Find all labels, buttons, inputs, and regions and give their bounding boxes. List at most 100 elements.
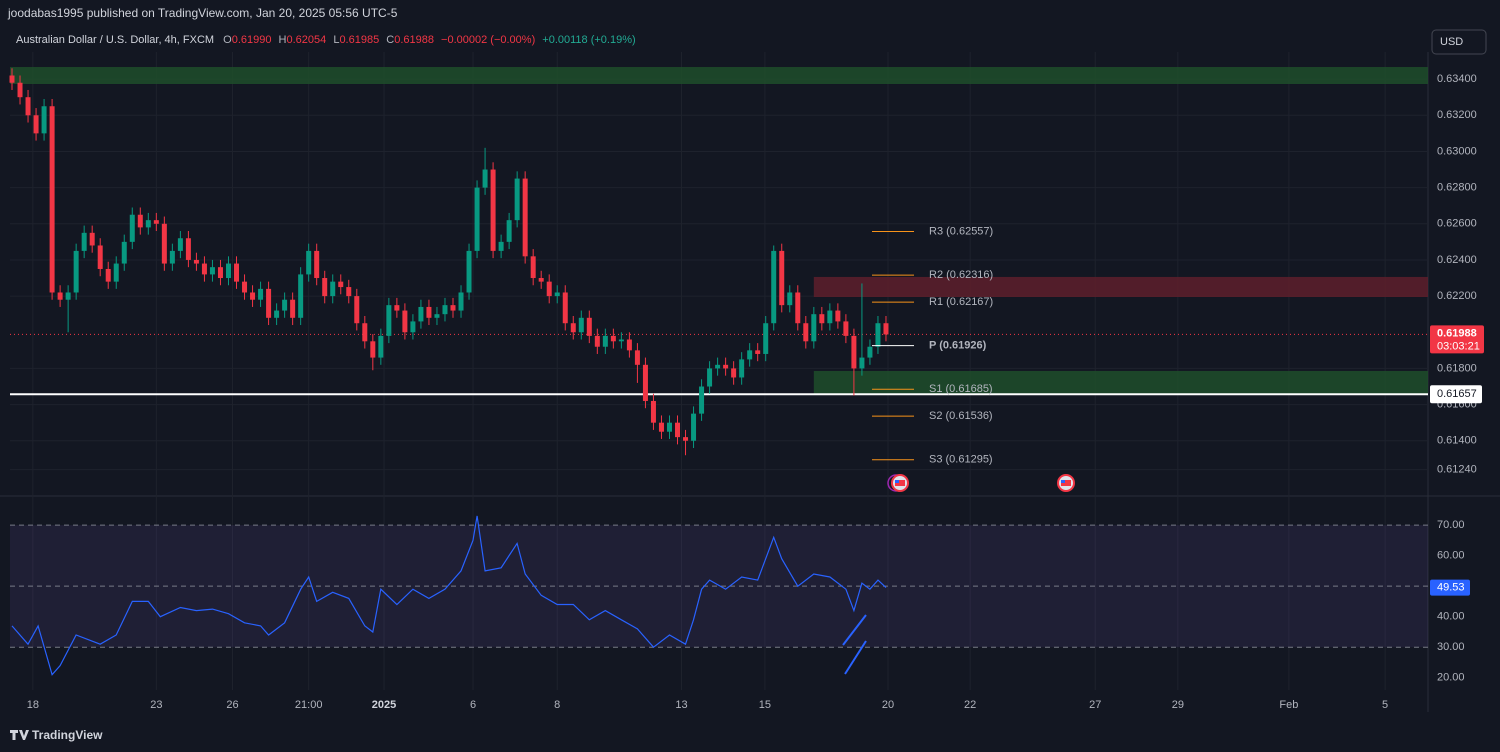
candle-body xyxy=(33,115,39,134)
candle-body xyxy=(522,178,528,257)
ohlc-value: 0.61985 xyxy=(339,34,379,46)
candle-body xyxy=(386,305,392,336)
x-tick-label: 22 xyxy=(964,699,976,711)
flag-canton xyxy=(1061,480,1065,483)
candle-body xyxy=(209,267,215,275)
candle-body xyxy=(683,437,689,441)
candle-body xyxy=(394,305,400,311)
rsi-band xyxy=(10,525,1428,648)
currency-box[interactable] xyxy=(1431,29,1487,55)
change-week: +0.00118 (+0.19%) xyxy=(542,34,635,46)
candle-body xyxy=(771,250,777,324)
candle-body xyxy=(618,339,624,342)
x-tick-label: 26 xyxy=(226,699,238,711)
candle-body xyxy=(65,292,71,300)
candle-body xyxy=(306,250,312,275)
published-line: joodabas1995 published on TradingView.co… xyxy=(7,6,398,20)
pivot-label: S3 (0.61295) xyxy=(929,454,993,466)
candle-body xyxy=(883,323,889,335)
y-tick-label: 0.62200 xyxy=(1437,290,1477,302)
candle-body xyxy=(434,314,440,318)
currency-label[interactable]: USD xyxy=(1440,36,1463,48)
pivot-label: R1 (0.62167) xyxy=(929,296,993,308)
candle-body xyxy=(258,288,264,300)
symbol: Australian Dollar / U.S. Dollar, 4h, FXC… xyxy=(16,34,214,46)
y-tick-label: 0.63000 xyxy=(1437,145,1477,157)
candle-body xyxy=(410,321,416,333)
candle-body xyxy=(217,267,223,279)
candle-body xyxy=(282,299,288,311)
candle-body xyxy=(57,292,63,300)
pivot-label: P (0.61926) xyxy=(929,340,987,352)
candle-body xyxy=(225,263,231,279)
x-tick-label: 21:00 xyxy=(295,699,323,711)
candle-body xyxy=(562,292,568,324)
candle-body xyxy=(17,82,23,98)
zone xyxy=(813,370,1428,396)
flag-canton xyxy=(895,480,899,483)
candle-body xyxy=(442,305,448,315)
candle-body xyxy=(546,281,552,297)
footer-logo[interactable]: TradingView xyxy=(10,728,103,742)
candle-body xyxy=(346,287,352,297)
candle-body xyxy=(145,220,151,228)
candle-body xyxy=(298,274,304,318)
rsi-value-label: 49.53 xyxy=(1437,582,1465,594)
candle-body xyxy=(707,368,713,387)
candle-body xyxy=(97,245,103,269)
candle-body xyxy=(666,422,672,432)
candle-body xyxy=(843,321,849,336)
pivot-label: R2 (0.62316) xyxy=(929,269,993,281)
candle-body xyxy=(274,310,280,318)
y-tick-label: 70.00 xyxy=(1437,519,1465,531)
candle-body xyxy=(594,335,600,347)
candle-body xyxy=(290,299,296,318)
y-tick-label: 0.61800 xyxy=(1437,362,1477,374)
rsi-line xyxy=(11,515,887,676)
candle-body xyxy=(731,368,737,378)
y-tick-label: 0.62600 xyxy=(1437,218,1477,230)
candle-body xyxy=(426,306,432,318)
brand[interactable]: TradingView xyxy=(32,728,103,742)
candle-body xyxy=(73,250,79,293)
candle-body xyxy=(234,263,240,282)
ohlc-key: L xyxy=(333,34,339,46)
y-tick-label: 40.00 xyxy=(1437,611,1465,623)
candle-body xyxy=(795,292,801,324)
candle-body xyxy=(354,296,360,324)
candle-body xyxy=(418,306,424,322)
candle-body xyxy=(602,335,608,347)
y-tick-label: 30.00 xyxy=(1437,641,1465,653)
currency-button[interactable]: USD xyxy=(1431,29,1487,55)
candle-body xyxy=(827,310,833,324)
candle-body xyxy=(458,292,464,311)
flag-stripes xyxy=(895,480,905,486)
candle-body xyxy=(81,232,87,251)
candle-body xyxy=(803,323,809,342)
x-tick-label: 13 xyxy=(675,699,687,711)
candle-body xyxy=(322,278,328,297)
candle-body xyxy=(129,214,135,242)
candle-body xyxy=(514,178,520,221)
trend-annotation xyxy=(844,640,867,675)
candle-body xyxy=(811,314,817,342)
event-flags[interactable] xyxy=(887,474,1075,492)
y-tick-label: 0.62400 xyxy=(1437,254,1477,266)
x-tick-label: 23 xyxy=(150,699,162,711)
candle-body xyxy=(314,250,320,279)
candle-body xyxy=(121,241,127,264)
candle-body xyxy=(482,169,488,188)
candle-body xyxy=(675,422,681,438)
pivot-label: S2 (0.61536) xyxy=(929,410,993,422)
candle-body xyxy=(242,281,248,293)
x-tick-label: 18 xyxy=(27,699,39,711)
candle-body xyxy=(105,268,111,282)
trend-annotation xyxy=(842,614,867,646)
candle-body xyxy=(201,263,207,275)
y-tick-label: 0.63400 xyxy=(1437,73,1477,85)
candle-body xyxy=(739,359,745,378)
candle-body xyxy=(370,341,376,358)
last-price-label: 0.61988 xyxy=(1437,327,1477,339)
